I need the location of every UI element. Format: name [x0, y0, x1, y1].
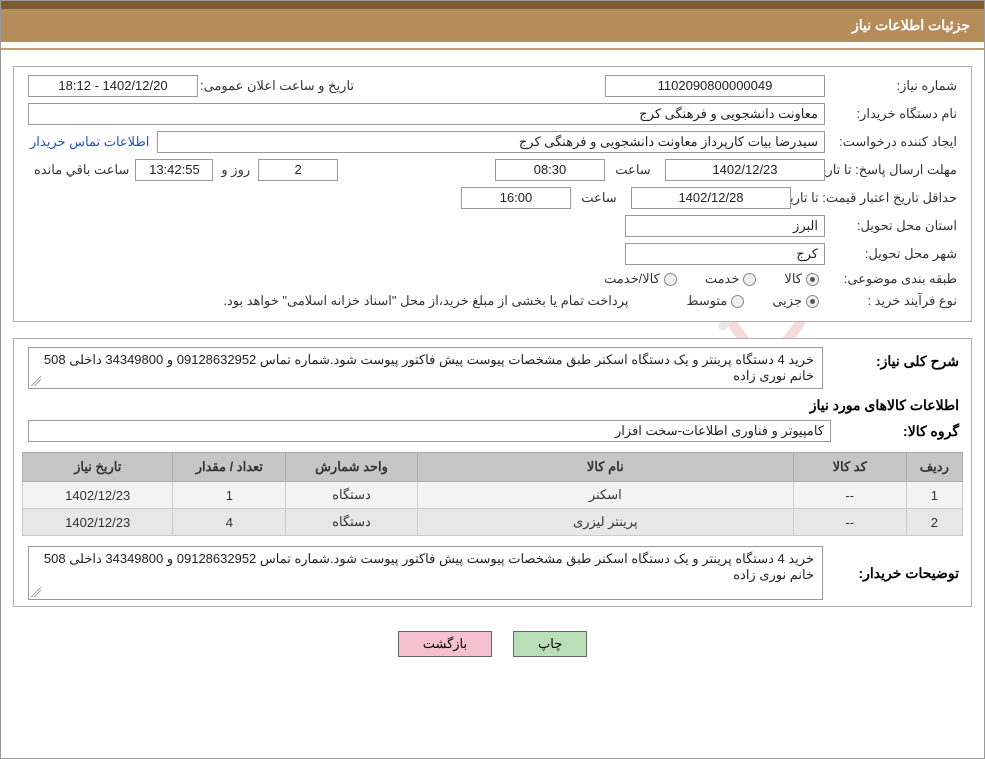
- cell-unit: دستگاه: [286, 509, 418, 536]
- th-name: نام کالا: [417, 453, 793, 482]
- label-time-2: ساعت: [571, 190, 631, 206]
- header-divider: [1, 48, 984, 50]
- page: جزئیات اطلاعات نیاز AriaTender.neT شماره…: [0, 0, 985, 759]
- th-code: کد کالا: [793, 453, 906, 482]
- value-announce: 1402/12/20 - 18:12: [28, 75, 198, 97]
- value-city: کرج: [625, 243, 825, 265]
- value-goods-group: کامپیوتر و فناوری اطلاعات-سخت افزار: [28, 420, 831, 442]
- cell-qty: 4: [173, 509, 286, 536]
- value-need-no: 1102090800000049: [605, 75, 825, 97]
- back-button[interactable]: بازگشت: [398, 631, 492, 657]
- resize-handle-icon: [31, 587, 41, 597]
- label-purchase-type: نوع فرآیند خرید :: [825, 293, 963, 309]
- radio-partial[interactable]: جزیی: [772, 293, 819, 309]
- radio-goods[interactable]: کالا: [784, 271, 819, 287]
- topbar: [1, 1, 984, 9]
- row-need-no: شماره نیاز: 1102090800000049 تاریخ و ساع…: [22, 75, 963, 97]
- cell-unit: دستگاه: [286, 482, 418, 509]
- th-unit: واحد شمارش: [286, 453, 418, 482]
- label-announce: تاریخ و ساعت اعلان عمومی:: [198, 78, 360, 94]
- cell-date: 1402/12/23: [23, 482, 173, 509]
- value-deadline-time: 08:30: [495, 159, 605, 181]
- value-validity-date: 1402/12/28: [631, 187, 791, 209]
- value-buyer-notes: خرید 4 دستگاه پرینتر و یک دستگاه اسکنر ط…: [28, 546, 823, 600]
- row-validity: حداقل تاریخ اعتبار قیمت: تا تاریخ: 1402/…: [22, 187, 963, 209]
- table-row: 2 -- پرینتر لیزری دستگاه 4 1402/12/23: [23, 509, 963, 536]
- page-title: جزئیات اطلاعات نیاز: [852, 17, 970, 33]
- label-deadline: مهلت ارسال پاسخ: تا تاریخ:: [825, 162, 963, 178]
- row-purchase-type: نوع فرآیند خرید : جزیی متوسط پرداخت تمام…: [22, 293, 963, 309]
- radio-both[interactable]: کالا/خدمت: [604, 271, 677, 287]
- cell-code: --: [793, 482, 906, 509]
- radio-dot-icon: [806, 295, 819, 308]
- table-row: 1 -- اسکنر دستگاه 1 1402/12/23: [23, 482, 963, 509]
- value-province: البرز: [625, 215, 825, 237]
- label-city: شهر محل تحویل:: [825, 246, 963, 262]
- label-time-1: ساعت: [605, 162, 665, 178]
- row-city: شهر محل تحویل: کرج: [22, 243, 963, 265]
- label-need-no: شماره نیاز:: [825, 78, 963, 94]
- value-overall-desc: خرید 4 دستگاه پرینتر و یک دستگاه اسکنر ط…: [28, 347, 823, 389]
- value-validity-time: 16:00: [461, 187, 571, 209]
- cell-qty: 1: [173, 482, 286, 509]
- value-deadline-date: 1402/12/23: [665, 159, 825, 181]
- value-countdown: 13:42:55: [135, 159, 213, 181]
- radio-dot-icon: [664, 273, 677, 286]
- cell-name: اسکنر: [417, 482, 793, 509]
- button-bar: چاپ بازگشت: [1, 617, 984, 667]
- row-overall-desc: شرح کلی نیاز: خرید 4 دستگاه پرینتر و یک …: [22, 347, 963, 389]
- row-requester: ایجاد کننده درخواست: سیدرضا بیات کارپردا…: [22, 131, 963, 153]
- radio-dot-icon: [806, 273, 819, 286]
- label-buyer-device: نام دستگاه خریدار:: [825, 106, 963, 122]
- radio-dot-icon: [743, 273, 756, 286]
- table-header-row: ردیف کد کالا نام کالا واحد شمارش تعداد /…: [23, 453, 963, 482]
- label-buyer-notes: توضیحات خریدار:: [831, 565, 959, 582]
- label-validity: حداقل تاریخ اعتبار قیمت: تا تاریخ:: [791, 190, 963, 206]
- resize-handle-icon: [31, 376, 41, 386]
- page-header: جزئیات اطلاعات نیاز: [1, 9, 984, 42]
- radio-service[interactable]: خدمت: [705, 271, 757, 287]
- value-buyer-device: معاونت دانشجویی و فرهنگی کرج: [28, 103, 825, 125]
- radio-dot-icon: [731, 295, 744, 308]
- cell-date: 1402/12/23: [23, 509, 173, 536]
- row-thematic: طبقه بندی موضوعی: کالا خدمت کالا/خدمت: [22, 271, 963, 287]
- goods-table: ردیف کد کالا نام کالا واحد شمارش تعداد /…: [22, 452, 963, 536]
- label-needed-goods-info: اطلاعات کالاهای مورد نیاز: [22, 397, 959, 414]
- value-requester: سیدرضا بیات کارپرداز معاونت دانشجویی و ف…: [157, 131, 825, 153]
- label-goods-group: گروه کالا:: [831, 423, 959, 440]
- info-panel: شماره نیاز: 1102090800000049 تاریخ و ساع…: [13, 66, 972, 322]
- row-province: استان محل تحویل: البرز: [22, 215, 963, 237]
- row-goods-group: گروه کالا: کامپیوتر و فناوری اطلاعات-سخت…: [22, 420, 963, 442]
- contact-link[interactable]: اطلاعات تماس خریدار: [22, 134, 157, 150]
- radio-medium[interactable]: متوسط: [686, 293, 744, 309]
- label-days-and: روز و: [213, 162, 258, 178]
- label-requester: ایجاد کننده درخواست:: [825, 134, 963, 150]
- cell-name: پرینتر لیزری: [417, 509, 793, 536]
- label-overall-desc: شرح کلی نیاز:: [831, 353, 959, 370]
- value-days-left: 2: [258, 159, 338, 181]
- row-buyer-notes: توضیحات خریدار: خرید 4 دستگاه پرینتر و ی…: [22, 546, 963, 600]
- details-panel: شرح کلی نیاز: خرید 4 دستگاه پرینتر و یک …: [13, 338, 972, 607]
- label-province: استان محل تحویل:: [825, 218, 963, 234]
- cell-code: --: [793, 509, 906, 536]
- th-date: تاریخ نیاز: [23, 453, 173, 482]
- th-qty: تعداد / مقدار: [173, 453, 286, 482]
- row-deadline: مهلت ارسال پاسخ: تا تاریخ: 1402/12/23 سا…: [22, 159, 963, 181]
- row-buyer-device: نام دستگاه خریدار: معاونت دانشجویی و فره…: [22, 103, 963, 125]
- label-thematic: طبقه بندی موضوعی:: [825, 271, 963, 287]
- th-idx: ردیف: [906, 453, 962, 482]
- cell-idx: 2: [906, 509, 962, 536]
- cell-idx: 1: [906, 482, 962, 509]
- payment-note: پرداخت تمام یا بخشی از مبلغ خرید،از محل …: [221, 293, 634, 309]
- label-remaining: ساعت باقي مانده: [28, 162, 135, 178]
- print-button[interactable]: چاپ: [513, 631, 587, 657]
